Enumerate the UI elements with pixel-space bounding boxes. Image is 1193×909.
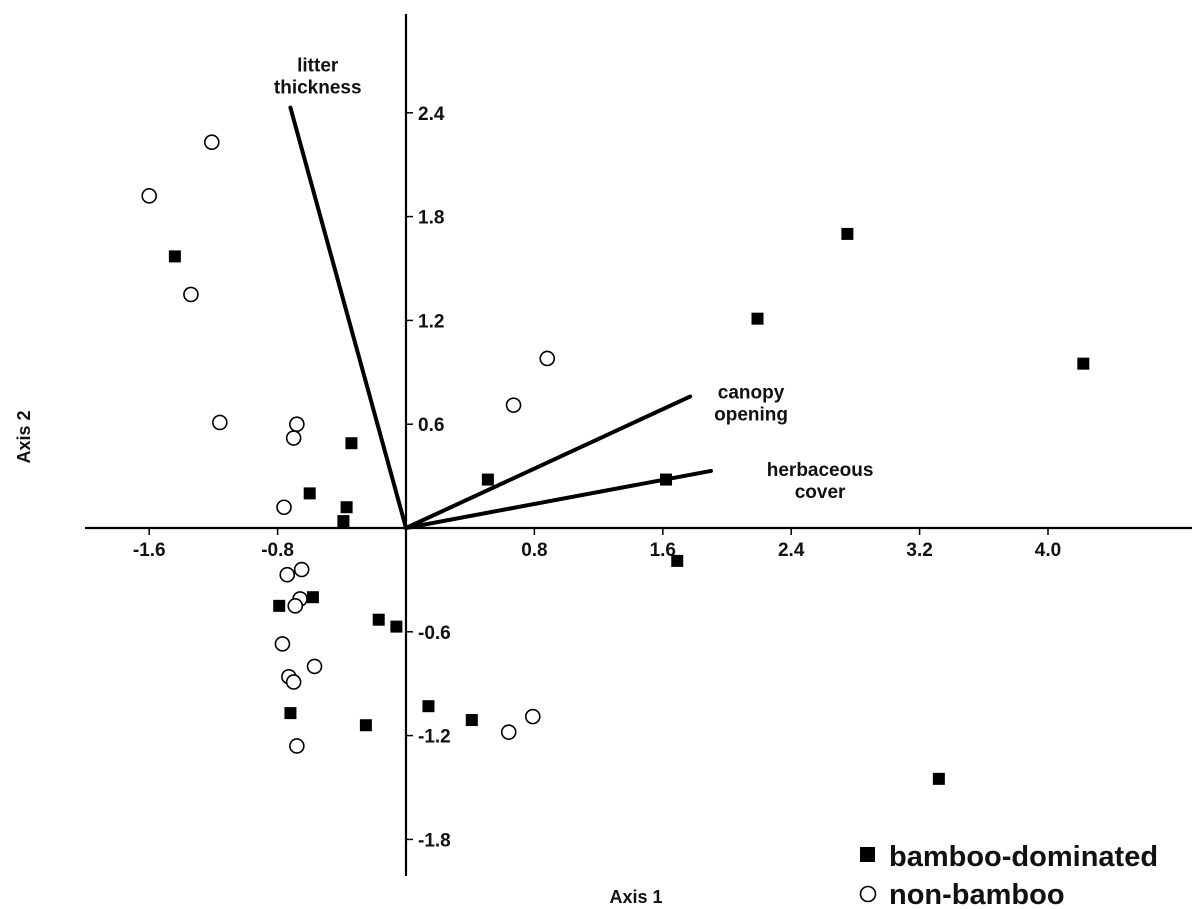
y-tick-label: 2.4 <box>418 104 445 125</box>
x-tick-label: 4.0 <box>1035 540 1061 561</box>
y-tick-label: -0.6 <box>418 623 451 644</box>
y-tick-label: 0.6 <box>418 415 444 436</box>
point-non-bamboo <box>524 708 541 725</box>
point-bamboo-dominated <box>465 714 478 727</box>
y-tick-label: -1.8 <box>418 830 451 851</box>
y-tick-label: 1.8 <box>418 208 444 229</box>
point-non-bamboo <box>276 499 292 516</box>
point-bamboo-dominated <box>660 473 673 486</box>
vector-label-herbaceous-cover: herbaceous <box>767 460 874 481</box>
point-bamboo-dominated <box>422 700 435 713</box>
point-bamboo-dominated <box>671 554 684 567</box>
point-non-bamboo <box>274 636 291 652</box>
axes: -1.6 -0.8 0.8 1.6 2.4 3.2 4.0 2.4 1.8 1.2 0.6 -0.6 -… <box>85 14 1192 876</box>
legend-label-non-bamboo: non-bamboo <box>889 879 1065 909</box>
vector-label-herbaceous-cover: cover <box>795 482 846 503</box>
point-non-bamboo <box>505 397 522 413</box>
point-non-bamboo <box>293 561 310 578</box>
legend-marker-bamboo-dominated <box>860 847 875 862</box>
vector-label-litter-thickness: litter <box>297 55 339 76</box>
point-non-bamboo <box>212 414 228 431</box>
point-non-bamboo <box>500 724 517 740</box>
vector-label-canopy-opening: opening <box>714 404 788 425</box>
point-non-bamboo <box>539 350 556 367</box>
point-bamboo-dominated <box>390 620 403 633</box>
x-tick-label: 0.8 <box>521 540 547 561</box>
axis-labels: Axis 1 Axis 2 <box>14 410 663 907</box>
point-non-bamboo <box>287 598 304 614</box>
x-tick-label: -0.8 <box>261 540 294 561</box>
point-bamboo-dominated <box>372 613 385 626</box>
point-non-bamboo <box>183 286 199 303</box>
legend: bamboo-dominated non-bamboo <box>859 841 1158 909</box>
point-bamboo-dominated <box>284 707 297 720</box>
point-non-bamboo <box>141 188 157 204</box>
point-bamboo-dominated <box>932 772 945 785</box>
vector-litter-thickness <box>288 105 408 530</box>
point-non-bamboo <box>289 416 305 433</box>
y-axis-title: Axis 2 <box>14 410 34 463</box>
vector-canopy-opening <box>404 394 693 530</box>
point-non-bamboo <box>279 566 296 583</box>
point-non-bamboo <box>203 134 220 151</box>
x-tick-label: 3.2 <box>906 540 932 561</box>
y-tick-label: -1.2 <box>418 727 451 748</box>
y-tick-label: 1.2 <box>418 311 444 332</box>
point-bamboo-dominated <box>337 515 350 528</box>
vector-label-litter-thickness: thickness <box>274 77 362 98</box>
x-tick-label: -1.6 <box>133 540 166 561</box>
point-bamboo-dominated <box>303 487 316 500</box>
data-points <box>141 134 1090 785</box>
point-bamboo-dominated <box>841 227 854 240</box>
point-bamboo-dominated <box>168 250 181 263</box>
vector-label-canopy-opening: canopy <box>718 382 785 403</box>
point-bamboo-dominated <box>340 501 353 514</box>
legend-marker-non-bamboo <box>859 885 877 903</box>
point-bamboo-dominated <box>481 473 494 486</box>
legend-label-bamboo-dominated: bamboo-dominated <box>889 841 1158 873</box>
point-non-bamboo <box>289 738 305 754</box>
point-bamboo-dominated <box>1077 357 1090 370</box>
point-non-bamboo <box>285 674 302 690</box>
x-tick-label: 1.6 <box>650 540 676 561</box>
point-bamboo-dominated <box>273 599 286 612</box>
point-bamboo-dominated <box>751 312 764 325</box>
point-bamboo-dominated <box>359 719 372 732</box>
x-axis-title: Axis 1 <box>609 887 662 907</box>
point-bamboo-dominated <box>345 437 358 450</box>
point-bamboo-dominated <box>306 591 319 604</box>
x-tick-label: 2.4 <box>778 540 805 561</box>
point-non-bamboo <box>285 430 302 446</box>
point-non-bamboo <box>306 658 323 675</box>
